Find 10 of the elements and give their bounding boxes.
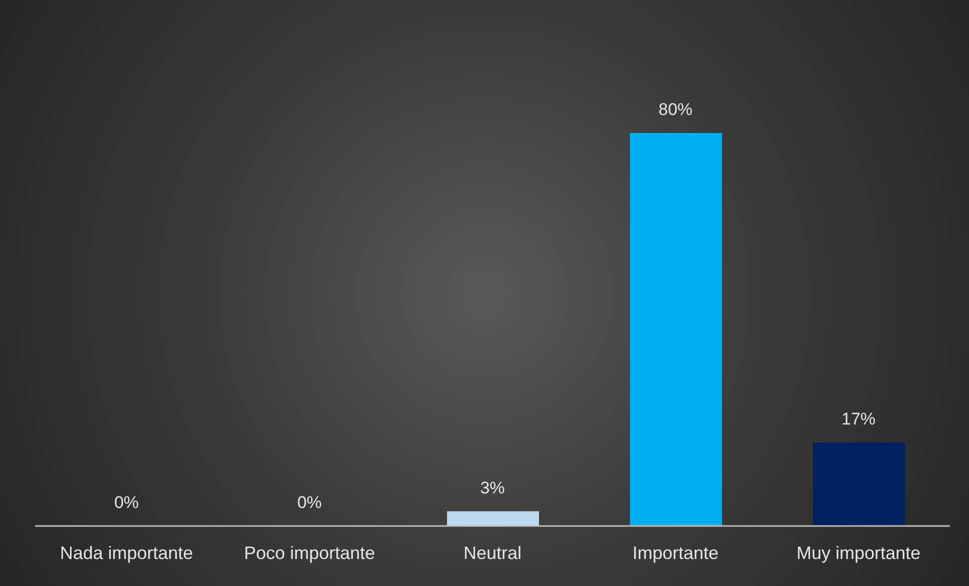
x-tick-label: Poco importante [244,542,376,563]
data-label: 0% [114,493,139,512]
x-tick-label: Muy importante [796,542,921,563]
data-label: 3% [480,478,505,498]
data-label: 0% [297,493,322,512]
x-tick-label: Importante [632,542,719,563]
data-label: 80% [658,100,693,119]
x-tick-label: Neutral [463,542,522,563]
x-tick-label: Nada importante [60,542,194,563]
data-label: 17% [841,409,876,428]
